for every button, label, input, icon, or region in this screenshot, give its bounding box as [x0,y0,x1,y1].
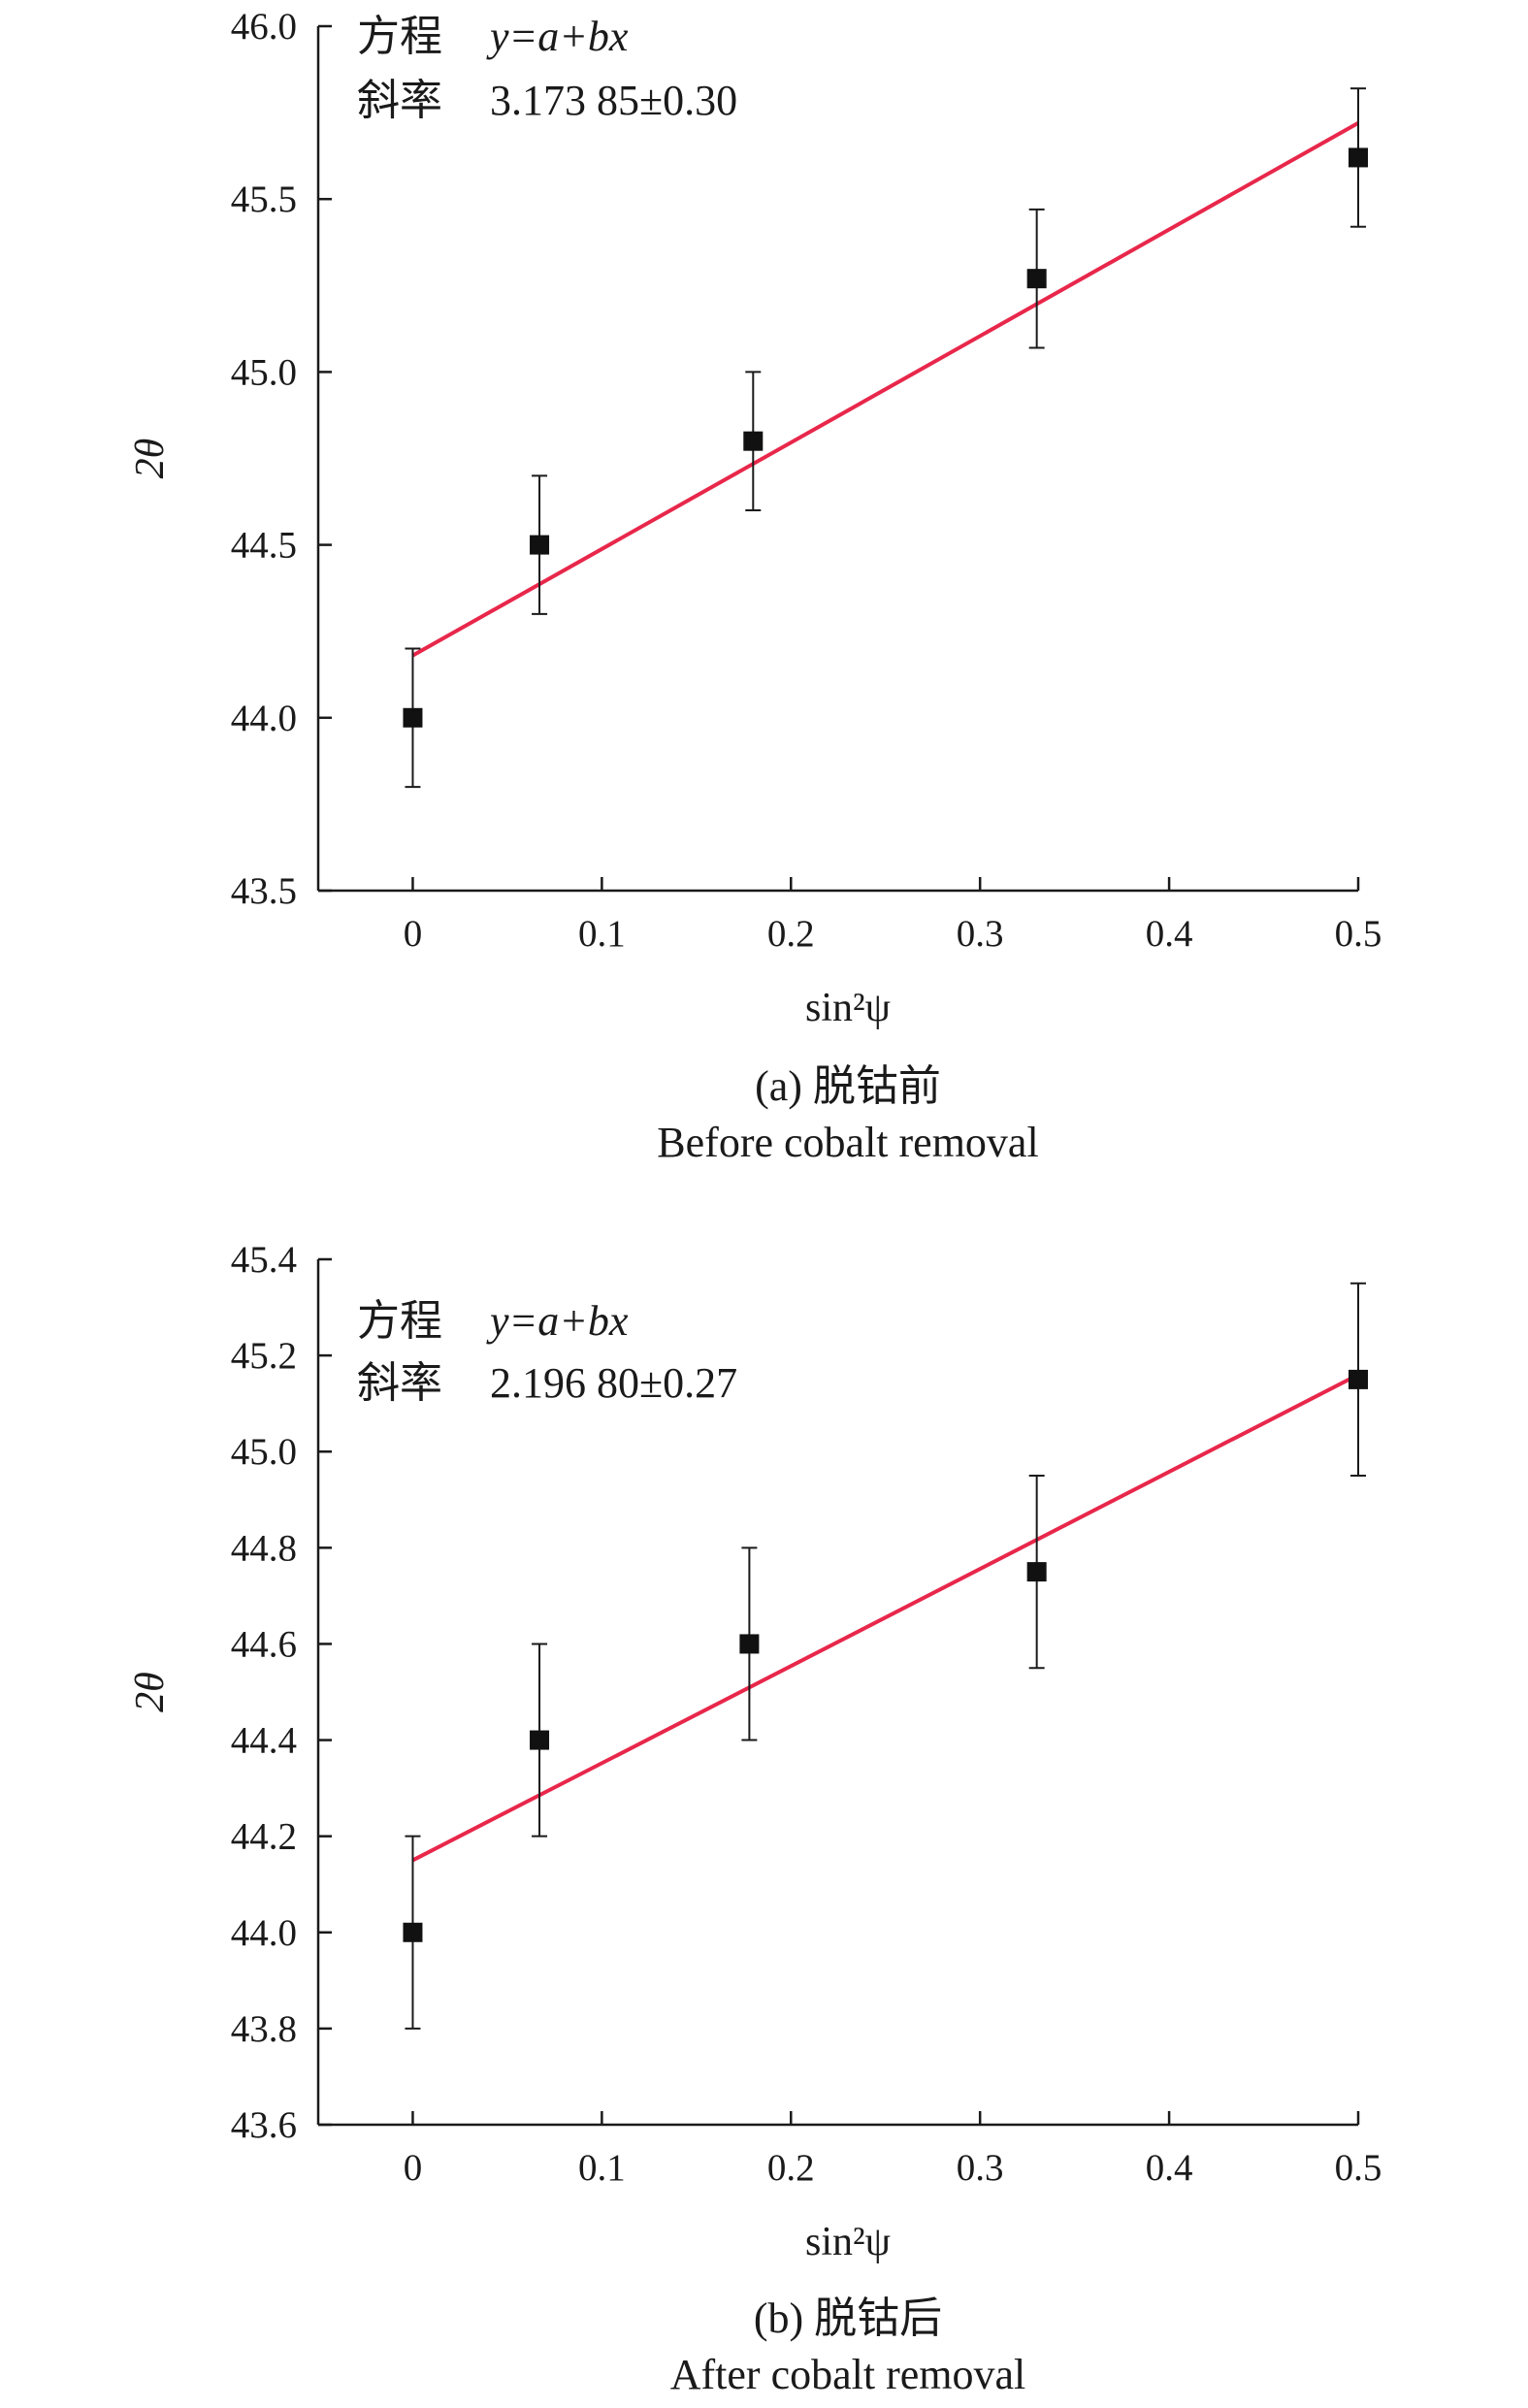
data-point [403,1922,423,1942]
y-tick-label: 44.6 [231,1623,297,1665]
y-tick-label: 46.0 [231,6,297,48]
slope-value: 3.173 85±0.30 [490,77,737,124]
x-tick-label: 0 [404,2147,423,2189]
x-tick-label: 0.5 [1335,913,1382,955]
x-tick-label: 0.1 [578,913,626,955]
data-point [1349,1369,1368,1389]
panel-caption-en: Before cobalt removal [657,1119,1038,1166]
slope-label: 斜率 [357,1359,442,1407]
y-tick-label: 44.0 [231,1912,297,1954]
y-tick-label: 44.8 [231,1527,297,1569]
x-tick-label: 0.2 [767,913,815,955]
x-tick-label: 0.3 [957,913,1004,955]
x-tick-label: 0.4 [1146,2147,1193,2189]
panel-caption: (a) 脱钴前 [755,1062,941,1110]
data-point [530,535,550,555]
data-point [1349,147,1368,168]
x-tick-label: 0 [404,913,423,955]
y-tick-label: 43.6 [231,2104,297,2146]
fit-line [411,1373,1359,1863]
data-point [1026,269,1047,289]
fit-line [411,121,1359,658]
y-tick-label: 43.8 [231,2008,297,2050]
chart-panel-b: 43.6 43.8 44.0 44.2 44.4 44.6 44.8 45.0 45.2 45.4… [128,1239,1382,2398]
equation-text: y=a+bx [486,1297,629,1345]
slope-value: 2.196 80±0.27 [490,1359,737,1407]
panel-caption: (b) 脱钴后 [754,2294,942,2342]
equation-label: 方程 [357,13,442,60]
slope-label: 斜率 [357,77,442,124]
data-point [743,431,764,451]
equation-label: 方程 [357,1297,442,1345]
y-axis-title: 2θ [128,439,173,479]
equation-text: y=a+bx [486,13,629,60]
panel-caption-en: After cobalt removal [670,2351,1026,2398]
x-tick-label: 0.2 [767,2147,815,2189]
x-tick-label: 0.4 [1146,913,1193,955]
data-point [739,1634,760,1654]
x-tick-label: 0.5 [1335,2147,1382,2189]
chart-panel-a: 43.5 44.0 44.5 45.0 45.5 46.0 0 0.1 0.2 0.3 0.4 0.5… [128,6,1382,1166]
y-tick-label: 45.5 [231,179,297,220]
x-axis-title: sin²ψ [805,2220,891,2264]
y-tick-label: 43.5 [231,870,297,912]
y-tick-label: 44.2 [231,1816,297,1858]
x-axis-title: sin²ψ [805,986,891,1030]
data-point [403,707,423,728]
y-tick-label: 44.4 [231,1720,297,1762]
y-tick-label: 45.0 [231,351,297,393]
y-tick-label: 45.0 [231,1431,297,1473]
y-axis-title: 2θ [128,1672,173,1712]
data-point [530,1730,550,1750]
x-tick-label: 0.1 [578,2147,626,2189]
x-tick-label: 0.3 [957,2147,1004,2189]
y-tick-label: 44.5 [231,525,297,567]
y-tick-label: 45.2 [231,1335,297,1377]
y-tick-label: 44.0 [231,698,297,739]
y-tick-label: 45.4 [231,1239,297,1281]
data-point [1026,1562,1047,1582]
